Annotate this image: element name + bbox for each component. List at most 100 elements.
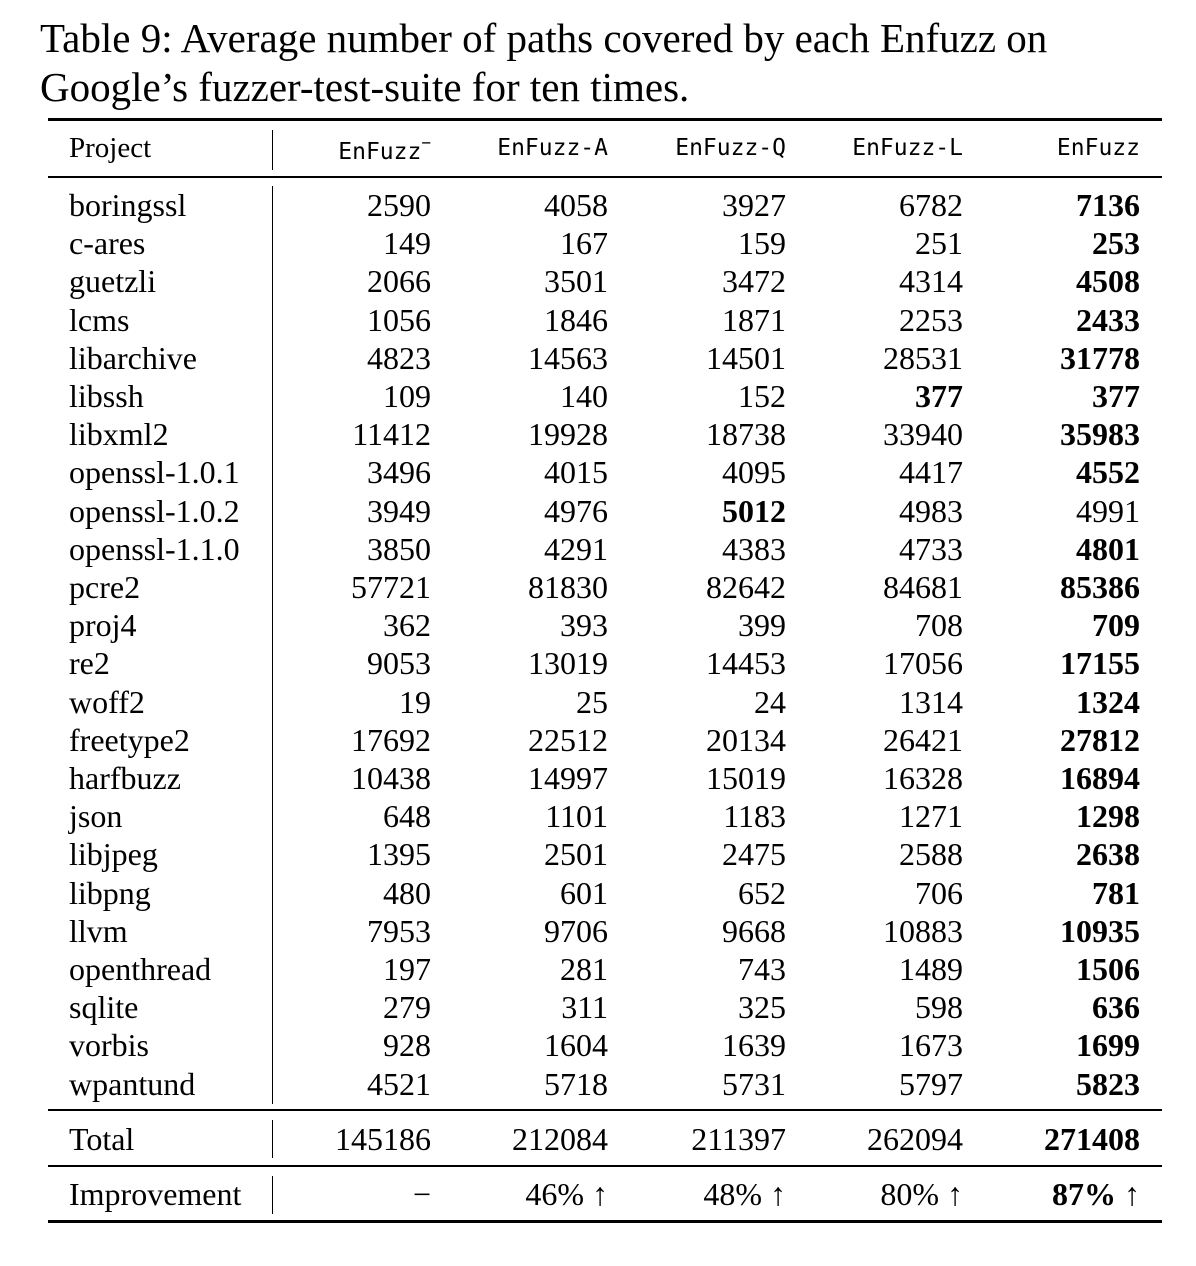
table-row: vorbis 928 1604 1639 1673 1699 <box>0 1026 1196 1064</box>
table-row: lcms 1056 1846 1871 2253 2433 <box>0 301 1196 339</box>
improvement-value: − <box>412 1176 431 1212</box>
path-count: 377 <box>915 378 963 414</box>
path-count: 253 <box>1092 225 1140 262</box>
path-count: 9706 <box>544 912 608 949</box>
path-count: 1699 <box>1076 1027 1140 1064</box>
improvement-value: 46% ↑ <box>525 1176 608 1212</box>
project-name: sqlite <box>69 989 139 1026</box>
path-count: 14501 <box>706 339 786 376</box>
total-value: 262094 <box>867 1121 963 1157</box>
path-count: 9053 <box>367 645 431 682</box>
path-count: 2433 <box>1076 301 1140 338</box>
total-divider <box>272 1120 273 1158</box>
path-count: 7136 <box>1076 187 1140 223</box>
project-name: libxml2 <box>69 416 169 453</box>
path-count: 601 <box>560 874 608 911</box>
path-count: 4417 <box>899 454 963 491</box>
table-row: libssh 109 140 152 377 377 <box>0 377 1196 415</box>
improvement-label: Improvement <box>69 1176 242 1212</box>
path-count: 35983 <box>1060 416 1140 453</box>
path-count: 399 <box>738 607 786 644</box>
total-rule <box>48 1109 1162 1111</box>
path-count: 1395 <box>367 836 431 873</box>
path-count: 281 <box>560 951 608 987</box>
path-count: 109 <box>383 378 431 414</box>
path-count: 1489 <box>899 951 963 987</box>
header-divider <box>272 130 273 170</box>
path-count: 14453 <box>706 645 786 682</box>
path-count: 652 <box>738 874 786 911</box>
project-name: lcms <box>69 301 130 338</box>
improvement-row: Improvement − 46% ↑ 48% ↑ 80% ↑ 87% ↑ <box>0 1175 1196 1213</box>
path-count: 4383 <box>722 530 786 567</box>
path-count: 1314 <box>899 683 963 720</box>
header-enfuzz-l: EnFuzz-L <box>852 135 963 161</box>
header-row: Project EnFuzz− EnFuzz-A EnFuzz-Q EnFuzz… <box>0 129 1196 167</box>
table-row: harfbuzz 10438 14997 15019 16328 16894 <box>0 759 1196 797</box>
project-name: openthread <box>69 951 212 987</box>
header-enfuzz-a: EnFuzz-A <box>497 135 608 161</box>
path-count: 14563 <box>528 339 608 376</box>
path-count: 3927 <box>722 187 786 223</box>
path-count: 197 <box>383 951 431 987</box>
path-count: 1871 <box>722 301 786 338</box>
path-count: 9668 <box>722 912 786 949</box>
path-count: 5718 <box>544 1065 608 1102</box>
bottom-rule <box>48 1220 1162 1223</box>
path-count: 5823 <box>1076 1065 1140 1102</box>
project-name: libjpeg <box>69 836 158 873</box>
path-count: 26421 <box>883 721 963 758</box>
path-count: 18738 <box>706 416 786 453</box>
path-count: 781 <box>1092 874 1140 911</box>
project-name: harfbuzz <box>69 760 181 796</box>
path-count: 17155 <box>1060 645 1140 682</box>
table-row: woff2 19 25 24 1314 1324 <box>0 683 1196 721</box>
path-count: 928 <box>383 1027 431 1064</box>
path-count: 159 <box>738 225 786 262</box>
path-count: 22512 <box>528 721 608 758</box>
project-name: proj4 <box>69 607 137 644</box>
path-count: 251 <box>915 225 963 262</box>
header-enfuzz-q: EnFuzz-Q <box>675 135 786 161</box>
table-row: openssl-1.0.2 3949 4976 5012 4983 4991 <box>0 492 1196 530</box>
path-count: 57721 <box>351 569 431 605</box>
path-count: 5012 <box>722 492 786 529</box>
total-value: 212084 <box>512 1121 608 1157</box>
path-count: 3472 <box>722 263 786 300</box>
path-count: 4976 <box>544 492 608 529</box>
path-count: 20134 <box>706 721 786 758</box>
path-count: 311 <box>561 989 608 1026</box>
total-row: Total 145186 212084 211397 262094 271408 <box>0 1120 1196 1158</box>
table-row: c-ares 149 167 159 251 253 <box>0 224 1196 262</box>
path-count: 140 <box>560 378 608 414</box>
path-count: 3850 <box>367 530 431 567</box>
path-count: 15019 <box>706 760 786 796</box>
path-count: 4733 <box>899 530 963 567</box>
path-count: 149 <box>383 225 431 262</box>
path-count: 1298 <box>1076 798 1140 835</box>
path-count: 393 <box>560 607 608 644</box>
path-count: 1506 <box>1076 951 1140 987</box>
path-count: 4508 <box>1076 263 1140 300</box>
path-count: 598 <box>915 989 963 1026</box>
path-count: 152 <box>738 378 786 414</box>
path-count: 1604 <box>544 1027 608 1064</box>
project-name: openssl-1.1.0 <box>69 530 240 567</box>
header-enfuzz: EnFuzz <box>1056 135 1140 161</box>
improvement-value: 87% ↑ <box>1052 1176 1140 1212</box>
table-row: libarchive 4823 14563 14501 28531 31778 <box>0 339 1196 377</box>
path-count: 377 <box>1092 378 1140 414</box>
path-count: 636 <box>1092 989 1140 1026</box>
path-count: 4552 <box>1076 454 1140 491</box>
table-row: json 648 1101 1183 1271 1298 <box>0 797 1196 835</box>
project-name: wpantund <box>69 1065 196 1102</box>
project-name: woff2 <box>69 683 145 720</box>
path-count: 743 <box>738 951 786 987</box>
body-divider <box>272 186 273 1104</box>
path-count: 3496 <box>367 454 431 491</box>
table-row: guetzli 2066 3501 3472 4314 4508 <box>0 262 1196 300</box>
path-count: 3501 <box>544 263 608 300</box>
table-row: pcre2 57721 81830 82642 84681 85386 <box>0 568 1196 606</box>
path-count: 4015 <box>544 454 608 491</box>
path-count: 708 <box>915 607 963 644</box>
